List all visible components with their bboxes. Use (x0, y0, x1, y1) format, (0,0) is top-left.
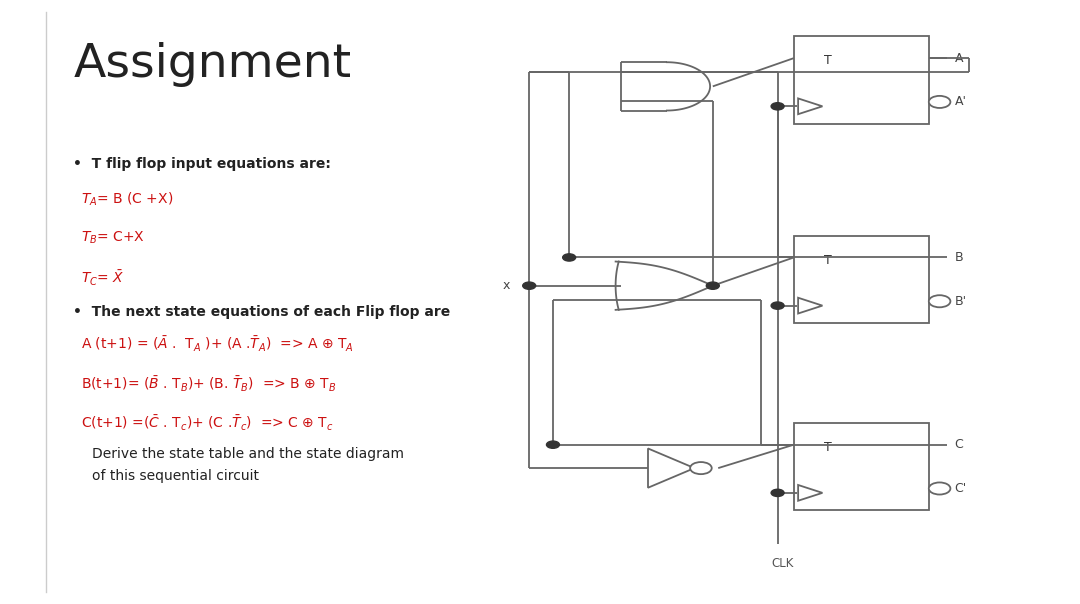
Polygon shape (798, 298, 823, 313)
Circle shape (771, 302, 784, 309)
Circle shape (929, 295, 950, 307)
Polygon shape (648, 448, 694, 488)
Text: CLK: CLK (772, 557, 794, 570)
Text: •  T flip flop input equations are:: • T flip flop input equations are: (73, 157, 332, 171)
Circle shape (929, 96, 950, 108)
Text: C(t+1) =($\bar{C}$ . T$_c$)+ (C .$\bar{T}_c$)  => C $\oplus$ T$_c$: C(t+1) =($\bar{C}$ . T$_c$)+ (C .$\bar{T… (81, 414, 334, 433)
Circle shape (771, 103, 784, 110)
Text: A': A' (955, 95, 967, 109)
Text: $T_B$= C+X: $T_B$= C+X (81, 230, 145, 246)
Text: T: T (824, 441, 832, 454)
Text: T: T (824, 54, 832, 67)
Text: T: T (824, 254, 832, 266)
Circle shape (929, 483, 950, 495)
Circle shape (563, 254, 576, 261)
Text: Assignment: Assignment (73, 42, 352, 88)
Text: $T_A$= B (C +X): $T_A$= B (C +X) (81, 190, 173, 208)
Circle shape (771, 489, 784, 496)
Text: C': C' (955, 482, 967, 495)
Text: C: C (955, 438, 963, 451)
Circle shape (690, 462, 712, 474)
Circle shape (523, 282, 536, 289)
FancyBboxPatch shape (794, 236, 929, 323)
FancyBboxPatch shape (794, 423, 929, 510)
Text: •  The next state equations of each Flip flop are: • The next state equations of each Flip … (73, 305, 450, 319)
Text: B(t+1)= ($\bar{B}$ . T$_B$)+ (B. $\bar{T}_B$)  => B $\oplus$ T$_B$: B(t+1)= ($\bar{B}$ . T$_B$)+ (B. $\bar{T… (81, 374, 337, 394)
Text: A: A (955, 51, 963, 65)
FancyBboxPatch shape (794, 36, 929, 124)
Text: A (t+1) = ($\bar{A}$ .  T$_A$ )+ (A .$\bar{T}_A$)  => A $\oplus$ T$_A$: A (t+1) = ($\bar{A}$ . T$_A$ )+ (A .$\ba… (81, 335, 354, 355)
Polygon shape (798, 485, 823, 501)
Text: B': B' (955, 295, 967, 308)
Text: $T_C$= $\bar{X}$: $T_C$= $\bar{X}$ (81, 269, 124, 288)
Polygon shape (798, 98, 823, 114)
Circle shape (706, 282, 719, 289)
Text: Derive the state table and the state diagram
of this sequential circuit: Derive the state table and the state dia… (92, 447, 404, 483)
Text: x: x (502, 279, 510, 292)
Text: B: B (955, 251, 963, 264)
Circle shape (546, 441, 559, 448)
